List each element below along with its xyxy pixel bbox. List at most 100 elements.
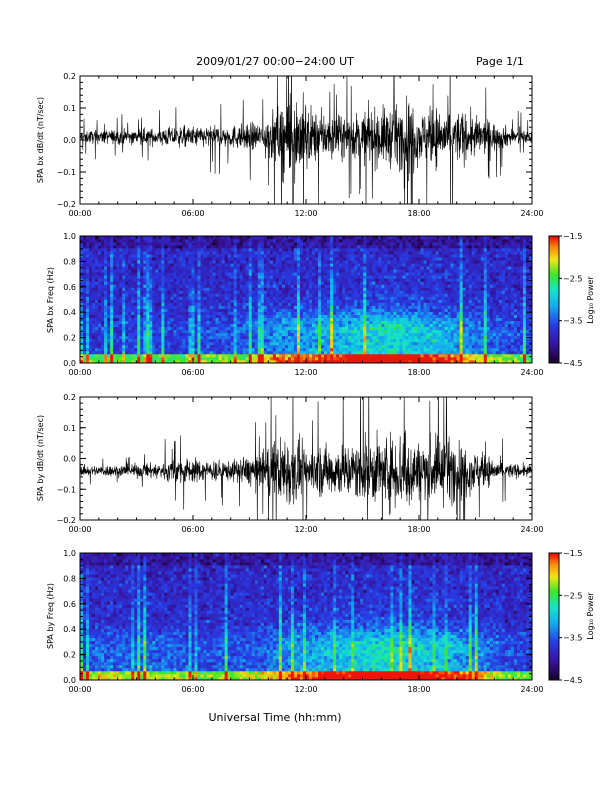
bx_freq-cell [272,254,277,258]
bx_freq-cell [206,263,210,267]
bx_freq-cell [176,296,180,300]
bx_freq-cell [321,332,325,337]
bx_freq-cell [245,239,250,243]
bx_freq-cell [414,338,418,343]
bx_freq-cell [408,278,412,282]
bx_freq-cell [155,335,159,340]
bx_freq-cell [140,335,144,340]
bx_freq-cell [137,290,141,294]
bx_freq-cell [357,350,361,355]
bx_freq-cell [143,239,147,243]
bx_freq-cell [164,236,168,240]
bx_freq-cell [408,269,412,273]
bx_freq-cell [137,296,141,300]
bx_freq-cell [161,302,165,306]
bx_freq-cell [101,350,105,355]
bx_freq-cell [161,254,165,258]
bx_freq-cell [396,302,400,306]
bx_freq-cell [245,308,250,312]
bx_freq-cell [339,326,343,331]
bx_freq-cell [110,284,114,288]
bx_freq-cell [375,335,379,340]
bx_freq-cell [212,260,216,264]
bx_freq-cell [354,263,358,267]
bx_freq-cell [333,254,337,258]
bx_freq-cell [245,272,250,276]
bx_freq-cell [227,248,232,252]
bx_freq-cell [357,353,361,358]
bx_freq-cell [155,332,159,337]
bx_freq-cell [113,254,117,258]
bx_freq-cell [266,323,271,328]
bx_freq-cell [224,287,228,291]
bx_freq-cell [278,281,283,285]
bx_freq-cell [375,305,379,309]
bx_freq-cell [176,332,180,337]
bx_freq-cell [399,350,403,355]
bx_freq-cell [342,317,346,322]
bx_freq-cell [170,287,174,291]
bx_freq-cell [224,236,228,240]
bx_freq-cell [281,275,286,279]
bx_freq-cell [155,284,159,288]
bx_freq-cell [185,290,189,294]
bx_freq-cell [318,272,322,276]
bx_freq-cell [98,314,102,318]
bx_freq-cell [408,320,412,325]
bx_freq-cell [363,296,367,300]
bx_freq-cell [372,311,376,315]
bx_freq-cell [167,335,171,340]
bx_freq-cell [417,302,421,306]
bx_freq-cell [104,302,108,306]
bx_freq-cell [227,323,232,328]
bx_freq-cell [275,278,280,282]
bx_freq-cell [284,269,289,273]
bx_freq-cell [309,260,313,264]
bx_freq-cell [239,266,244,270]
bx_freq-cell [167,290,171,294]
bx_freq-cell [113,311,117,315]
bx_freq-cell [119,275,123,279]
bx_freq-cell [218,242,222,246]
bx_freq-cell [324,248,328,252]
bx_freq-cell [266,302,271,306]
bx_freq-cell [384,275,388,279]
bx_freq-cell [369,266,373,270]
bx_freq-cell [402,329,406,334]
bx_freq-cell [284,239,289,243]
bx_freq-cell [158,293,162,297]
bx_freq-cell [197,317,201,322]
bx_freq-cell [260,317,265,322]
bx_freq-cell [278,260,283,264]
bx_freq-cell [354,338,358,343]
bx_freq-cell [116,332,120,337]
bx_freq-cell [278,266,283,270]
bx_freq-cell [278,332,283,337]
bx_freq-cell [414,278,418,282]
bx_freq-cell [80,308,84,312]
bx_freq-cell [321,359,325,364]
bx_freq-cell [152,242,156,246]
bx_freq-cell [342,329,346,334]
bx_freq-cell [411,338,415,343]
bx_freq-cell [384,338,388,343]
bx_freq-cell [278,236,283,240]
bx_freq-cell [417,257,421,261]
bx_freq-cell [272,266,277,270]
bx_freq-cell [309,329,313,334]
bx_freq-cell [360,236,364,240]
bx_freq-cell [378,239,382,243]
bx_freq-cell [296,299,301,303]
bx_freq-cell [287,311,292,315]
bx_freq-cell [194,308,198,312]
bx_freq-cell [125,350,129,355]
bx_freq-cell [366,242,370,246]
bx_freq-cell [188,260,192,264]
bx_freq-cell [363,236,367,240]
bx_freq-cell [321,269,325,273]
bx_freq-cell [384,326,388,331]
bx_freq-cell [336,338,340,343]
bx_freq-cell [318,329,322,334]
bx_freq-cell [293,350,298,355]
bx_freq-cell [212,290,216,294]
